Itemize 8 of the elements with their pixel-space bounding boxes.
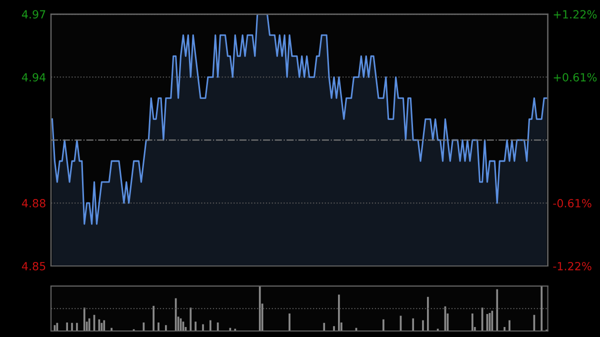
y-tick-label: 4.94	[22, 73, 46, 82]
y-tick-label: 4.85	[22, 262, 46, 270]
y2-tick-label: +1.22%	[554, 10, 597, 19]
y-tick-label: 4.88	[22, 199, 46, 208]
y2-tick-label: -0.61%	[553, 199, 592, 208]
y2-tick-label: +0.61%	[554, 73, 597, 82]
y2-tick-label: -1.22%	[553, 262, 592, 270]
y-tick-label: 4.97	[22, 10, 46, 19]
